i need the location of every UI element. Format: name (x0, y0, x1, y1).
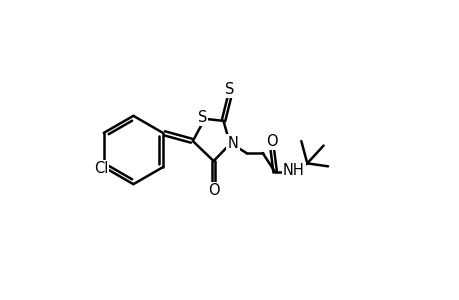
Text: O: O (266, 134, 277, 148)
Text: Cl: Cl (94, 161, 108, 176)
Text: NH: NH (282, 163, 304, 178)
Text: O: O (207, 183, 219, 198)
Text: S: S (225, 82, 234, 97)
Text: S: S (197, 110, 207, 125)
Text: N: N (227, 136, 238, 151)
